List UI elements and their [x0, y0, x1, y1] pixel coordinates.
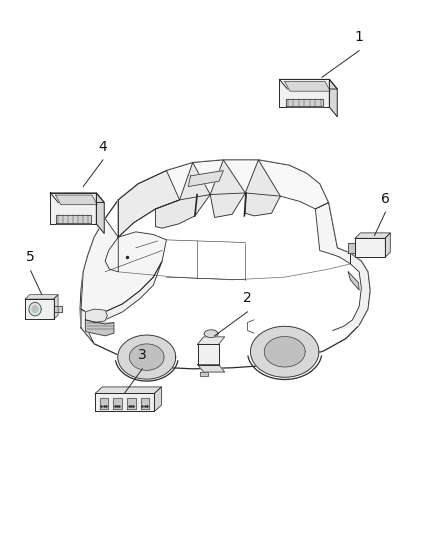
Polygon shape — [81, 219, 166, 316]
Polygon shape — [25, 295, 58, 299]
Polygon shape — [355, 238, 385, 257]
Polygon shape — [81, 261, 162, 344]
Polygon shape — [95, 387, 161, 393]
Polygon shape — [50, 193, 104, 203]
Text: 5: 5 — [26, 251, 35, 264]
Polygon shape — [32, 306, 38, 312]
Polygon shape — [198, 344, 219, 365]
Polygon shape — [198, 337, 225, 344]
Polygon shape — [53, 295, 58, 319]
Polygon shape — [200, 372, 208, 376]
Polygon shape — [25, 299, 53, 319]
Polygon shape — [279, 79, 329, 107]
Polygon shape — [113, 398, 122, 409]
Polygon shape — [130, 344, 164, 370]
Polygon shape — [315, 203, 350, 264]
Polygon shape — [385, 233, 390, 257]
Polygon shape — [141, 398, 149, 409]
Polygon shape — [245, 160, 280, 216]
Polygon shape — [29, 302, 41, 316]
Polygon shape — [85, 320, 114, 336]
Polygon shape — [210, 160, 245, 217]
Text: 2: 2 — [243, 292, 252, 305]
Polygon shape — [105, 160, 328, 272]
Polygon shape — [80, 160, 370, 369]
Polygon shape — [348, 243, 355, 253]
Polygon shape — [204, 330, 218, 337]
Text: 4: 4 — [99, 140, 107, 154]
Polygon shape — [53, 306, 61, 312]
Polygon shape — [355, 233, 390, 238]
Polygon shape — [155, 163, 210, 228]
Polygon shape — [251, 326, 319, 377]
Polygon shape — [154, 387, 161, 411]
Polygon shape — [198, 365, 225, 372]
Polygon shape — [127, 398, 136, 409]
Polygon shape — [85, 309, 107, 322]
Polygon shape — [264, 336, 305, 367]
Polygon shape — [56, 215, 91, 223]
Text: 6: 6 — [381, 192, 390, 206]
Polygon shape — [95, 393, 154, 411]
Text: 3: 3 — [138, 349, 147, 362]
Polygon shape — [279, 79, 337, 89]
Polygon shape — [285, 82, 330, 91]
Polygon shape — [99, 398, 108, 409]
Polygon shape — [348, 272, 359, 290]
Polygon shape — [118, 335, 176, 379]
Polygon shape — [118, 171, 180, 237]
Polygon shape — [56, 195, 97, 205]
Polygon shape — [188, 171, 223, 187]
Text: 1: 1 — [355, 30, 364, 44]
Polygon shape — [96, 193, 104, 233]
Polygon shape — [333, 253, 370, 330]
Polygon shape — [50, 193, 96, 224]
Polygon shape — [286, 99, 323, 106]
Polygon shape — [329, 79, 337, 117]
